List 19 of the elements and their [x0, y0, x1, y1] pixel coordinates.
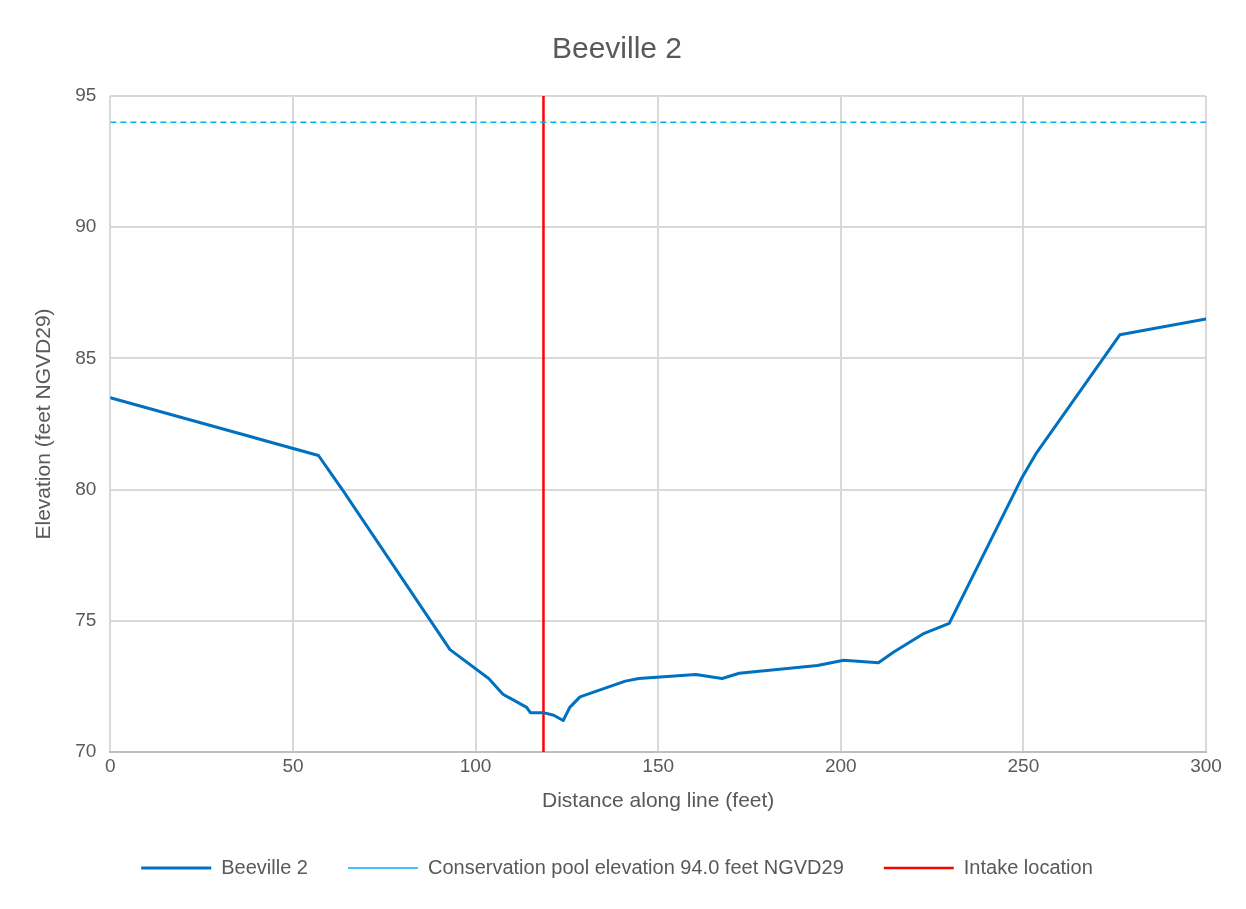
chart-title: Beeville 2	[551, 31, 683, 65]
x-axis-title: Distance along line (feet)	[542, 788, 775, 812]
x-tick-label: 200	[824, 754, 857, 776]
x-tick-label: 250	[1007, 754, 1040, 776]
legend-label: Conservation pool elevation 94.0 feet NGVD29	[427, 855, 844, 878]
y-tick-label: 80	[75, 477, 97, 499]
y-axis-title: Elevation (feet NGVD29)	[31, 308, 55, 540]
y-tick-label: 70	[75, 740, 97, 762]
x-tick-label: 300	[1190, 754, 1222, 776]
y-tick-label: 85	[75, 346, 97, 368]
x-tick-label: 50	[282, 754, 304, 776]
x-tick-label: 0	[105, 754, 116, 776]
y-tick-label: 90	[75, 215, 97, 237]
legend-label: Intake location	[963, 855, 1093, 878]
x-tick-label: 100	[459, 754, 492, 776]
y-tick-label: 95	[75, 84, 97, 106]
y-tick-label: 75	[75, 609, 97, 631]
x-tick-label: 150	[642, 754, 675, 776]
legend-label: Beeville 2	[221, 855, 308, 878]
